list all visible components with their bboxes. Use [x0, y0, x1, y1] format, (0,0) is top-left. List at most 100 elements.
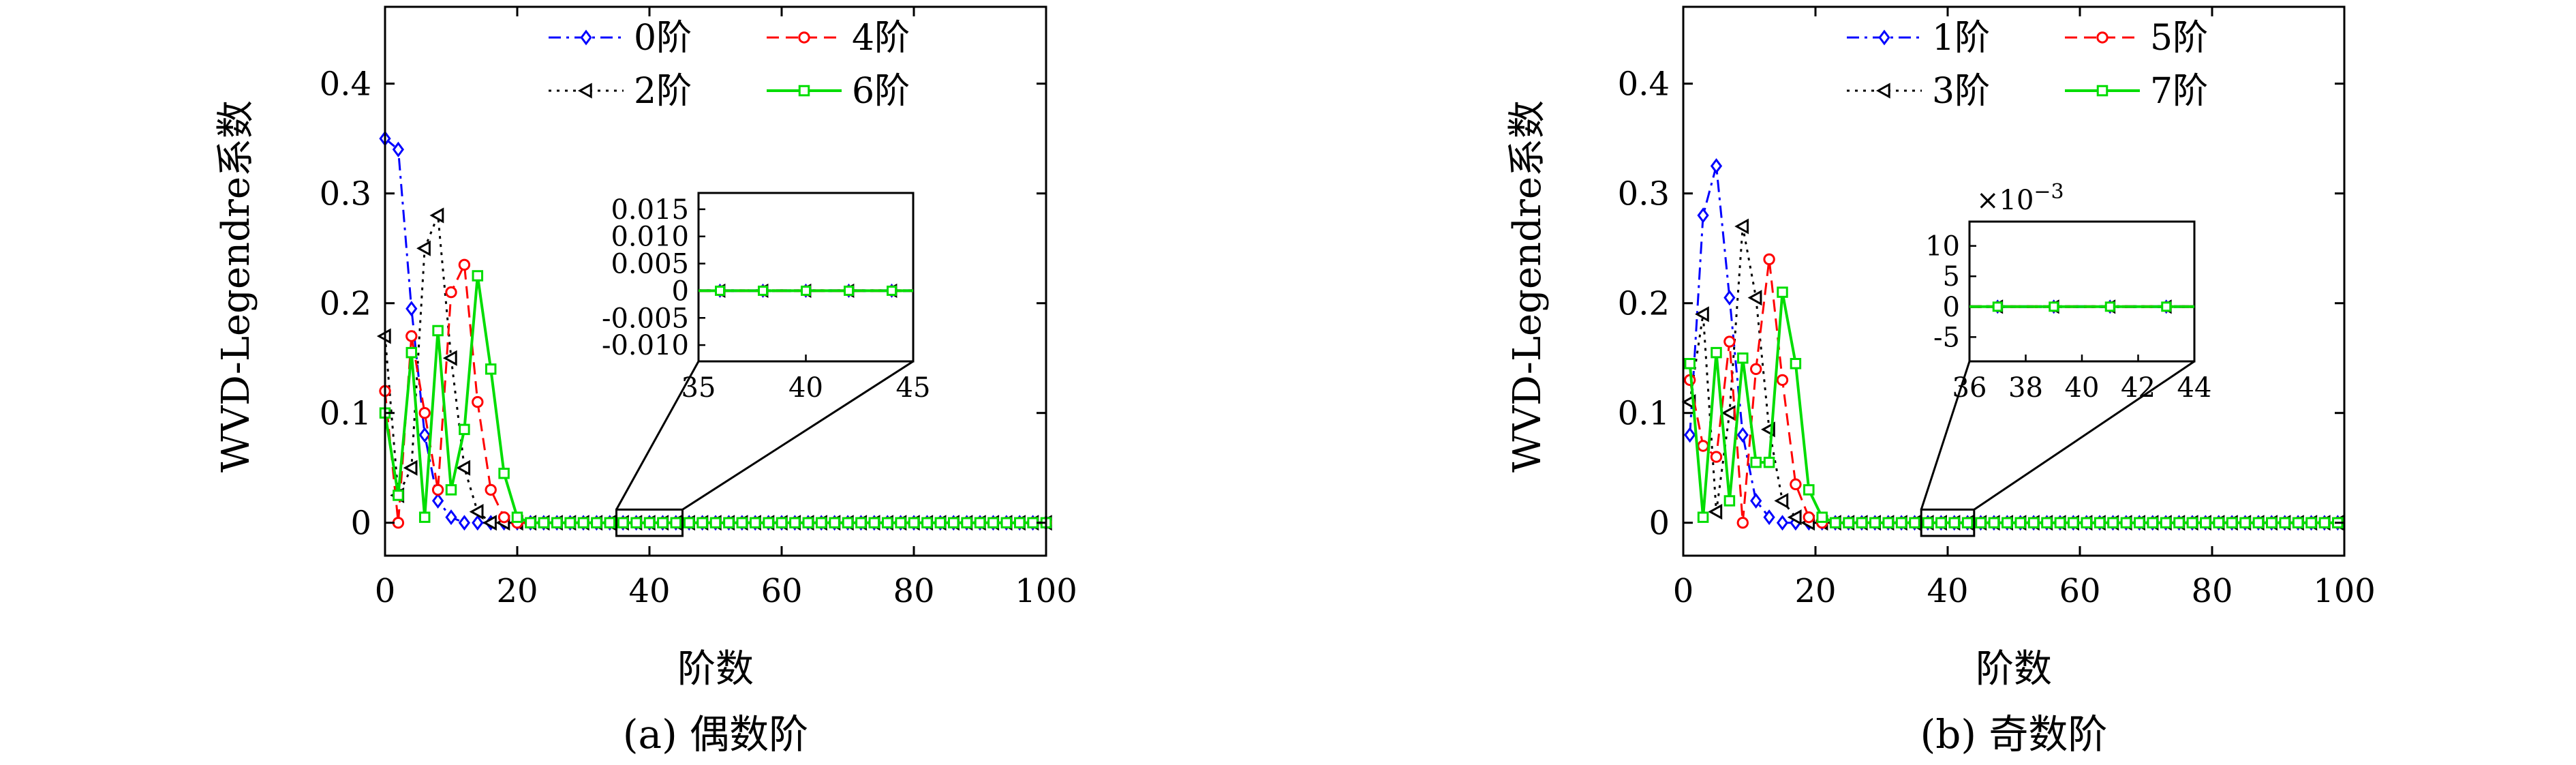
- data-point: [1750, 363, 1762, 375]
- data-point: [1988, 517, 2000, 528]
- data-point: [1975, 517, 1987, 528]
- data-point: [418, 407, 431, 419]
- legend-entry-3: 4阶: [767, 18, 910, 59]
- x-tick-label: 60: [761, 572, 802, 610]
- legend-label: 5阶: [2150, 18, 2208, 59]
- x-tick-label: 60: [2059, 572, 2100, 610]
- data-point: [1013, 517, 1026, 528]
- legend-label: 4阶: [852, 18, 910, 59]
- data-point: [1723, 495, 1736, 507]
- inset-y-tick-label: -0.010: [602, 330, 689, 361]
- data-point: [403, 460, 418, 476]
- data-point: [2054, 517, 2066, 528]
- inset-multiplier-exponent: −3: [2034, 180, 2064, 204]
- data-point: [2081, 517, 2092, 528]
- data-point: [895, 517, 906, 528]
- inset-x-tick-label: 38: [2008, 372, 2043, 404]
- zoom-box: [1920, 508, 1976, 537]
- data-point: [2200, 517, 2211, 528]
- data-point: [1721, 405, 1736, 421]
- y-tick-label: 0.2: [320, 285, 371, 323]
- axis-layer: 0 20 40 60 80 100 0 0.1 0.2 0.3 0.4: [320, 5, 1077, 610]
- inset-y-tick-label: 0.015: [611, 194, 689, 226]
- legend-marker: [577, 82, 592, 99]
- zoom-box: [615, 508, 684, 537]
- data-point: [498, 468, 510, 479]
- data-point: [1697, 207, 1709, 224]
- data-point: [1948, 517, 1960, 528]
- data-point: [1961, 517, 1974, 528]
- data-point: [442, 350, 457, 366]
- y-tick-label: 0.2: [1618, 285, 1670, 323]
- x-axis-label: 阶数: [1976, 647, 2052, 691]
- legend-marker: [798, 85, 810, 97]
- inset-x-tick-label: 40: [2065, 372, 2100, 404]
- data-point: [2147, 517, 2158, 528]
- data-point: [908, 517, 920, 528]
- data-point: [1774, 492, 1789, 509]
- data-point: [472, 270, 484, 282]
- data-point: [2014, 517, 2026, 528]
- data-point: [2186, 517, 2198, 528]
- data-point: [485, 363, 497, 375]
- data-point: [1816, 511, 1828, 523]
- data-point: [1710, 451, 1723, 463]
- inset-data-point: [887, 285, 897, 296]
- inset-data-point: [2049, 301, 2059, 312]
- legend-entry-1: 1阶: [1847, 18, 1990, 59]
- series-layer: [1681, 158, 2344, 531]
- data-point: [630, 517, 642, 528]
- data-point: [1882, 517, 1894, 528]
- data-point: [1711, 346, 1722, 359]
- legend-entry-2: 2阶: [549, 71, 692, 112]
- x-tick-label: 40: [628, 572, 670, 610]
- data-point: [405, 330, 418, 342]
- legend-entry-4: 6阶: [767, 71, 910, 112]
- inset-data-point: [1992, 301, 2003, 312]
- data-point: [1750, 493, 1762, 509]
- x-tick-label: 20: [496, 572, 538, 610]
- data-point: [445, 509, 457, 526]
- data-point: [2068, 517, 2079, 528]
- x-tick-label: 0: [1673, 572, 1694, 610]
- data-point: [418, 511, 431, 523]
- data-point: [482, 515, 497, 531]
- y-tick-label: 0.4: [1618, 65, 1670, 104]
- legend: 0阶 2阶 4阶 6阶: [549, 18, 910, 112]
- inset-x-tick-label: 40: [788, 372, 823, 404]
- data-point: [2041, 517, 2053, 528]
- data-point: [2120, 517, 2132, 528]
- data-point: [1843, 517, 1854, 528]
- data-point: [392, 517, 405, 529]
- data-point: [459, 423, 470, 436]
- data-point: [2305, 517, 2317, 528]
- data-point: [2134, 517, 2145, 528]
- data-point: [1763, 509, 1775, 526]
- inset-x-tick-label: 36: [1952, 372, 1987, 404]
- data-point: [947, 517, 960, 528]
- y-axis-label: WVD-Legendre系数: [214, 100, 258, 472]
- series-4: [1684, 286, 2344, 528]
- data-point: [987, 517, 999, 528]
- y-tick-label: 0.1: [1618, 395, 1670, 433]
- inset-data-point: [844, 285, 854, 296]
- legend-label: 0阶: [634, 18, 692, 59]
- data-point: [405, 346, 418, 359]
- legend-entry-4: 7阶: [2065, 71, 2208, 112]
- data-point: [2279, 517, 2290, 528]
- inset-y-tick-label: 0: [672, 275, 689, 307]
- inset-series-4: [699, 285, 913, 296]
- legend-marker: [580, 29, 592, 46]
- data-point: [497, 511, 510, 524]
- x-tick-label: 80: [893, 572, 934, 610]
- data-point: [1697, 511, 1709, 523]
- data-point: [511, 511, 523, 523]
- data-point: [1027, 517, 1039, 528]
- legend-label: 2阶: [634, 71, 692, 112]
- data-point: [1922, 517, 1934, 528]
- data-point: [458, 258, 471, 271]
- data-point: [2292, 517, 2304, 528]
- inset-x-tick-label: 42: [2121, 372, 2156, 404]
